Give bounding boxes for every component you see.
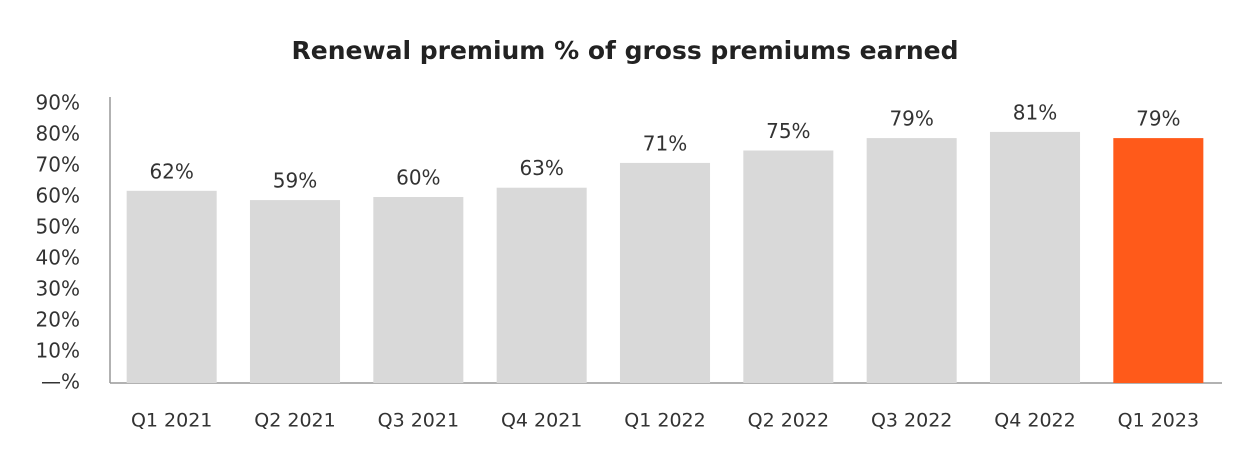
x-tick-label: Q1 2023 (1118, 410, 1199, 432)
bar (126, 190, 217, 383)
y-tick-label: —% (41, 370, 80, 394)
bar (989, 131, 1081, 383)
value-label: 81% (1013, 100, 1057, 124)
chart-title: Renewal premium % of gross premiums earn… (292, 36, 959, 65)
y-tick-label: 90% (36, 91, 80, 115)
bar (496, 187, 587, 383)
bar (373, 197, 464, 383)
bar (743, 150, 834, 383)
x-tick-label: Q4 2021 (501, 410, 582, 432)
bar (619, 162, 711, 383)
y-tick-label: 70% (36, 153, 80, 177)
bar (866, 138, 957, 383)
y-tick-label: 40% (36, 246, 80, 270)
x-tick-label: Q2 2021 (254, 410, 335, 432)
x-tick-label: Q3 2022 (871, 410, 952, 432)
y-tick-label: 60% (36, 184, 80, 208)
y-tick-label: 20% (36, 308, 80, 332)
x-tick-label: Q3 2021 (378, 410, 459, 432)
value-label: 75% (766, 119, 810, 143)
y-tick-label: 50% (36, 215, 80, 239)
x-tick-label: Q1 2022 (624, 410, 705, 432)
x-tick-label: Q2 2022 (748, 410, 829, 432)
value-label: 62% (149, 159, 193, 183)
value-label: 60% (396, 166, 440, 190)
value-label: 79% (889, 107, 933, 131)
y-tick-label: 10% (36, 339, 80, 363)
bar (1113, 138, 1204, 383)
value-label: 63% (519, 156, 563, 180)
bar (249, 200, 341, 383)
y-tick-label: 80% (36, 122, 80, 146)
value-label: 79% (1136, 107, 1180, 131)
value-label: 59% (273, 169, 317, 193)
x-tick-label: Q4 2022 (994, 410, 1075, 432)
value-label: 71% (643, 131, 687, 155)
x-tick-label: Q1 2021 (131, 410, 212, 432)
y-tick-label: 30% (36, 277, 80, 301)
